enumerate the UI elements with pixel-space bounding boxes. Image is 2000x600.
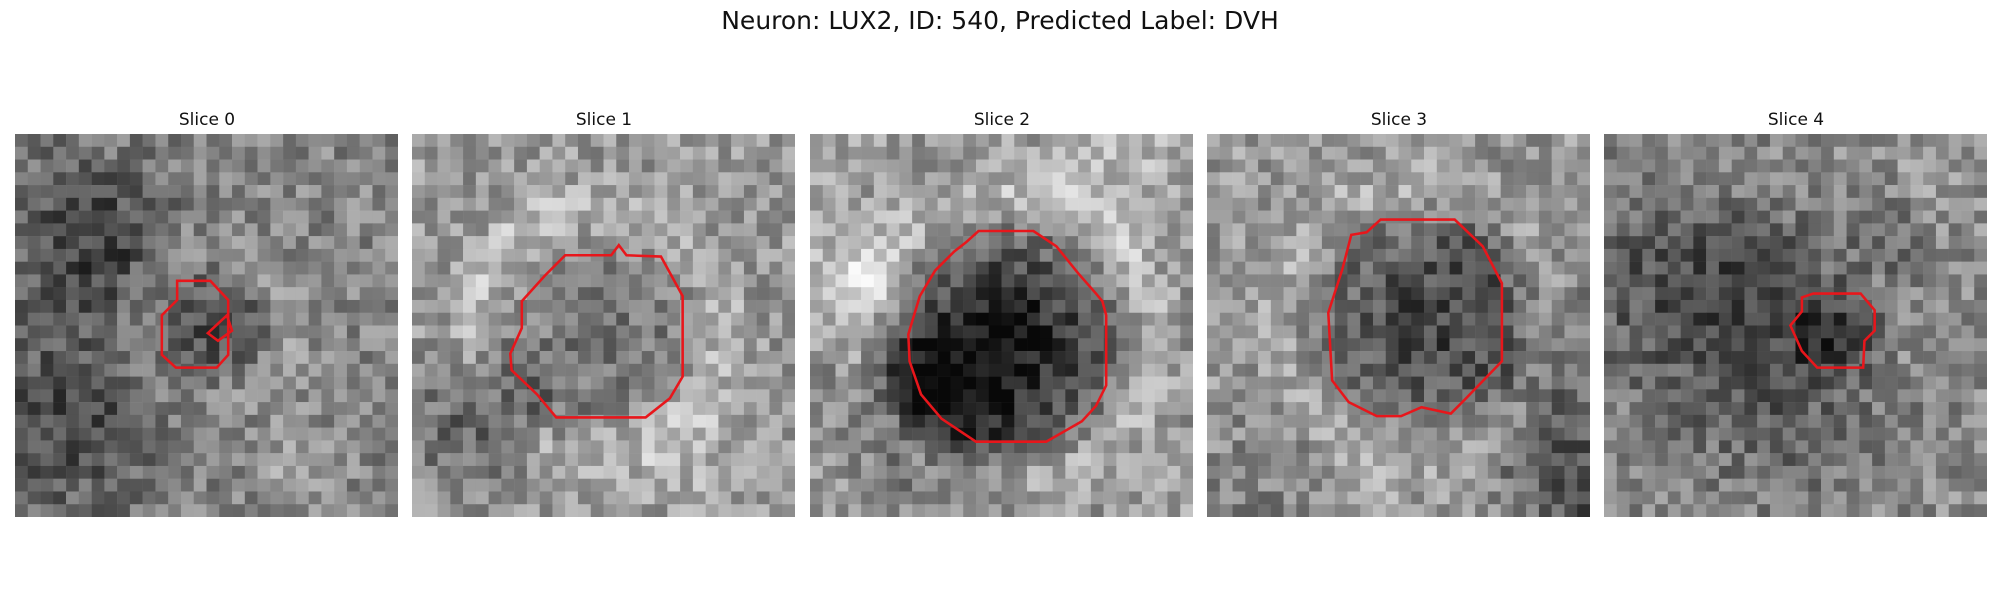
pixel-grid-3: [1207, 134, 1590, 517]
slice-image-2: [810, 134, 1193, 517]
pixel-grid-2: [810, 134, 1193, 517]
slice-title-4: Slice 4: [1767, 110, 1825, 130]
roi-contour-0: [160, 279, 230, 369]
roi-contour-3: [1326, 218, 1504, 418]
pixel-grid-4: [1604, 134, 1987, 517]
slice-title-2: Slice 2: [973, 110, 1031, 130]
slice-panel-4: Slice 4: [1604, 108, 1988, 517]
slice-title-3: Slice 3: [1370, 110, 1428, 130]
roi-contour-4: [1788, 292, 1876, 369]
slice-title-0: Slice 0: [178, 110, 236, 130]
slice-image-0: [15, 134, 398, 517]
pixel-grid-1: [412, 134, 795, 517]
slice-image-4: [1604, 134, 1987, 517]
slice-panel-0: Slice 0: [15, 108, 399, 517]
roi-contour-inner-0: [205, 312, 234, 343]
slice-image-3: [1207, 134, 1590, 517]
roi-contour-1: [509, 242, 684, 419]
slice-panel-3: Slice 3: [1207, 108, 1591, 517]
roi-contour-2: [907, 229, 1108, 443]
slice-panel-2: Slice 2: [810, 108, 1194, 517]
slice-image-1: [412, 134, 795, 517]
pixel-grid-0: [15, 134, 398, 517]
figure-title: Neuron: LUX2, ID: 540, Predicted Label: …: [721, 6, 1279, 35]
slice-title-1: Slice 1: [575, 110, 633, 130]
slice-panel-1: Slice 1: [412, 108, 796, 517]
